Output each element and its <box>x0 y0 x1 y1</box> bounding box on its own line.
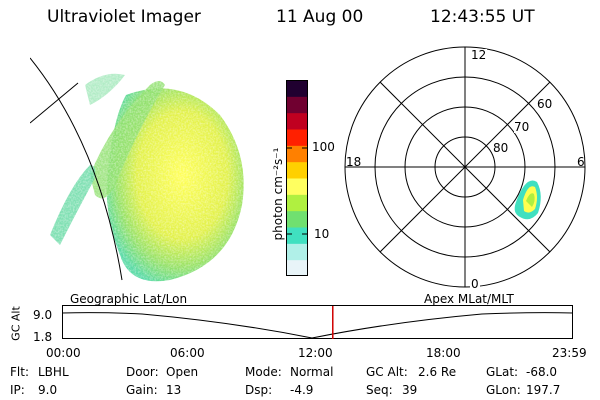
status-door-value: Open <box>166 365 199 379</box>
polar-hour-18: 18 <box>346 155 362 169</box>
colorbar-band <box>286 161 308 179</box>
colorbar-band <box>286 210 308 228</box>
status-dsp-label: Dsp: <box>245 383 273 397</box>
altitude-ylabel: GC Alt <box>9 306 23 341</box>
colorbar-band <box>286 259 308 276</box>
polar-lat-60: 60 <box>537 97 553 111</box>
colorbar-band <box>286 178 308 195</box>
status-mode-label: Mode: <box>245 365 282 379</box>
altitude-xtick-1200: 12:00 <box>298 346 333 360</box>
colorbar-band <box>286 145 308 163</box>
altitude-plot <box>62 305 574 339</box>
polar-lat-70: 70 <box>514 120 530 134</box>
colorbar-band <box>286 96 308 114</box>
status-flt-value: LBHL <box>38 365 69 379</box>
altitude-xtick-1800: 18:00 <box>426 346 461 360</box>
status-gain-value: 13 <box>166 383 182 397</box>
colorbar-tick-10: 10 <box>314 227 330 241</box>
polar-hour-12: 12 <box>470 48 488 62</box>
colorbar-band <box>286 243 308 261</box>
colorbar-tick-100: 100 <box>312 140 335 154</box>
polar-lat-80: 80 <box>493 141 509 155</box>
polar-plot <box>344 46 586 288</box>
colorbar <box>286 80 308 276</box>
polar-hour-0: 0 <box>470 277 480 291</box>
status-dsp-value: -4.9 <box>290 383 314 397</box>
status-glon-value: 197.7 <box>526 383 561 397</box>
colorbar-unit-label: photon cm⁻²s⁻¹ <box>271 147 285 241</box>
status-glat-label: GLat: <box>486 365 519 379</box>
status-gcalt-value: 2.6 Re <box>418 365 457 379</box>
instrument-title: Ultraviolet Imager <box>47 7 201 27</box>
status-glat-value: -68.0 <box>526 365 558 379</box>
status-ip-value: 9.0 <box>38 383 58 397</box>
colorbar-band <box>286 129 308 146</box>
polar-hour-6: 6 <box>577 155 585 169</box>
status-ip-label: IP: <box>10 383 25 397</box>
altitude-xtick-0600: 06:00 <box>170 346 205 360</box>
status-gain-label: Gain: <box>126 383 158 397</box>
apex-label: Apex MLat/MLT <box>424 292 514 306</box>
status-seq-label: Seq: <box>366 383 393 397</box>
status-mode-value: Normal <box>290 365 334 379</box>
colorbar-band <box>286 194 308 212</box>
status-flt-label: Flt: <box>10 365 29 379</box>
colorbar-band <box>286 112 308 130</box>
status-door-label: Door: <box>126 365 159 379</box>
altitude-xtick-2359: 23:59 <box>552 346 587 360</box>
colorbar-band <box>286 227 308 244</box>
altitude-ytick-1-8: 1.8 <box>33 330 53 344</box>
status-seq-value: 39 <box>402 383 418 397</box>
altitude-xtick-0000: 00:00 <box>46 346 81 360</box>
date-label: 11 Aug 00 <box>276 7 364 27</box>
time-label: 12:43:55 UT <box>430 7 535 27</box>
status-gcalt-label: GC Alt: <box>366 365 408 379</box>
status-glon-label: GLon: <box>486 383 521 397</box>
altitude-ytick-9: 9.0 <box>33 308 53 322</box>
geographic-label: Geographic Lat/Lon <box>70 292 188 306</box>
auroral-image <box>30 57 244 283</box>
colorbar-band <box>286 80 308 97</box>
